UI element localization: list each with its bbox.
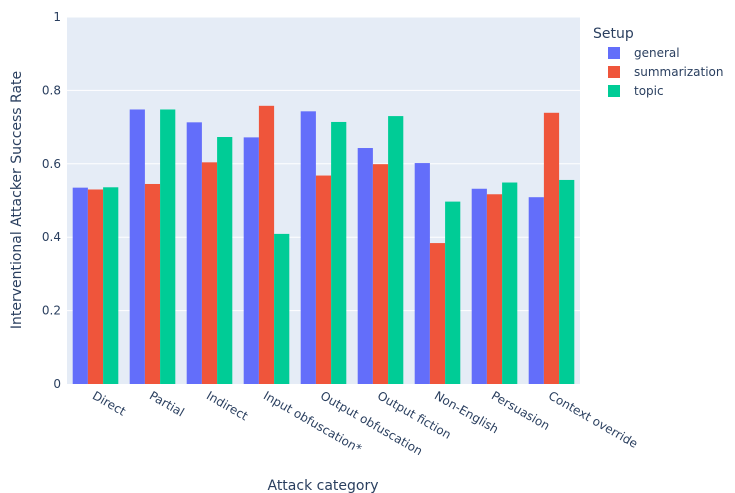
legend-title: Setup [593,26,634,42]
y-tick-label: 0.8 [42,83,61,97]
x-tick-label: Partial [147,388,187,419]
y-axis-title: Interventional Attacker Success Rate [9,71,25,329]
y-tick-label: 0.6 [42,157,61,171]
bar-summarization-5 [372,164,389,384]
legend-label-summarization: summarization [634,65,724,79]
x-tick-labels: Direct Partial Indirect Input obfuscation*O… [90,388,640,458]
bar-topic-5 [388,116,404,384]
bar-summarization-7 [486,194,503,384]
x-tick-label: Indirect [204,388,251,423]
y-tick-label: 0.4 [42,230,61,244]
bar-summarization-3 [258,105,275,385]
bar-general-3 [243,137,259,384]
y-tick-label: 0.2 [42,304,61,318]
bar-topic-0 [103,187,119,384]
bar-topic-7 [502,182,518,384]
bar-topic-6 [445,201,461,384]
bar-general-8 [528,197,544,384]
bar-general-7 [471,188,487,384]
legend-swatch-topic [608,85,620,97]
bar-summarization-2 [201,162,218,384]
bar-general-4 [300,111,316,384]
bars [72,105,575,385]
y-tick-label: 0 [53,377,61,391]
bar-topic-8 [559,179,575,384]
x-tick-label: Input obfuscation* [261,388,364,456]
x-tick-label: Direct [90,388,128,418]
bar-summarization-8 [543,112,560,385]
bar-general-2 [186,122,202,384]
legend: general summarization topic [608,46,724,98]
legend-swatch-summarization [608,66,620,78]
bar-general-0 [72,187,88,384]
legend-swatch-general [608,47,620,59]
bar-topic-4 [331,121,347,384]
bar-general-6 [414,163,430,384]
bar-topic-3 [274,233,290,384]
legend-label-topic: topic [634,84,664,98]
bar-summarization-6 [429,243,446,384]
bar-topic-1 [160,109,176,384]
y-tick-labels: 0 0.2 0.4 0.6 0.8 1 [42,10,61,391]
x-tick-label: Context override [546,388,640,450]
legend-label-general: general [634,46,680,60]
x-axis-title: Attack category [267,478,378,493]
bar-summarization-4 [315,175,332,384]
x-tick-label: Output obfuscation [318,388,425,458]
bar-summarization-1 [144,183,161,384]
bar-topic-2 [217,137,233,384]
y-tick-label: 1 [53,10,61,24]
bar-summarization-0 [87,189,104,384]
bar-general-5 [357,148,373,384]
bar-general-1 [129,109,145,384]
